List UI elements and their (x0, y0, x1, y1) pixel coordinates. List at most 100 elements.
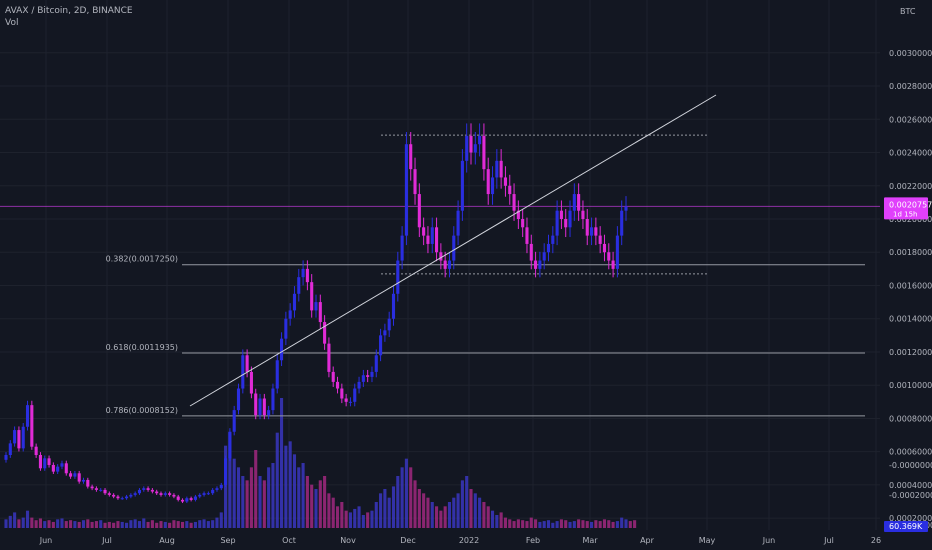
candle-body (495, 160, 499, 178)
candle-body (305, 268, 309, 283)
candle-body (133, 493, 137, 495)
candle-body (555, 210, 559, 236)
candle-body (86, 479, 90, 487)
candle-body (602, 243, 607, 253)
volume-bar (81, 520, 86, 528)
volume-bar (163, 521, 167, 528)
volume-bar (521, 520, 525, 528)
candle-body (482, 135, 486, 170)
candle-body (447, 260, 452, 269)
volume-bar (13, 512, 17, 528)
candle-body (202, 493, 206, 495)
volume-bar (107, 521, 111, 528)
candle-body (340, 388, 344, 399)
last-price-badge (884, 197, 928, 220)
candle-body (267, 410, 271, 416)
volume-bar (314, 489, 318, 528)
candle-body (172, 494, 176, 497)
candle-body (228, 431, 232, 459)
volume-bar (430, 502, 434, 528)
symbol-title[interactable]: AVAX / Bitcoin, 2D, BINANCE (5, 6, 133, 16)
volume-bar (348, 512, 352, 528)
volume-bar (585, 521, 589, 528)
candle-body (611, 260, 615, 269)
volume-bar (193, 521, 197, 528)
volume-bar (112, 522, 116, 528)
volume-bar (133, 519, 137, 528)
volume-bar (447, 502, 452, 528)
x-tick-label: Jun (39, 536, 53, 545)
candle-body (473, 144, 477, 153)
candle-body (366, 375, 370, 377)
volume-bar (228, 432, 232, 528)
countdown-label: 1d 15h (893, 210, 917, 218)
volume-bar (211, 520, 215, 528)
volume-bar (391, 486, 396, 528)
candle-body (357, 381, 361, 389)
candle-body (508, 185, 512, 195)
volume-bar (607, 520, 611, 528)
volume-bar (56, 519, 60, 528)
volume-bar (456, 493, 460, 528)
volume-bar (611, 521, 615, 528)
price-axis[interactable]: 0.0030000 0.0028000 0.0026000 0.0024000 0.00… (39, 7, 932, 545)
volume-bar (594, 520, 598, 528)
candle-body (60, 463, 64, 467)
candle-body (198, 494, 202, 497)
volume-bar (254, 450, 258, 528)
volume-bar (413, 480, 417, 528)
volume-bar (69, 520, 73, 528)
x-tick-label: Feb (526, 536, 540, 545)
volume-bar (387, 497, 391, 528)
volume-bar (202, 519, 206, 528)
y-tick-label: 0.0008000 (889, 414, 932, 423)
candle-body (361, 375, 365, 382)
candle-body (327, 343, 331, 372)
volume-value-badge (884, 521, 928, 532)
candle-body (478, 135, 482, 145)
candle-body (189, 498, 193, 500)
volume-bar (409, 467, 413, 528)
candle-body (69, 473, 73, 477)
volume-bar (150, 520, 154, 528)
candle-body (241, 355, 245, 389)
candle-body (112, 494, 116, 497)
volume-bar (503, 517, 507, 528)
candle-body (404, 144, 408, 236)
volume-bar (262, 480, 266, 528)
volume-bar (30, 517, 34, 528)
candle-body (620, 210, 624, 236)
volume-bar (598, 521, 602, 528)
y-tick-label: 0.0020000 (889, 215, 932, 224)
y-tick-label: 0.0004000 (889, 481, 932, 490)
volume-bar (452, 497, 456, 528)
candle-body (249, 371, 253, 394)
volume-bar (297, 467, 301, 528)
candle-body (56, 466, 60, 472)
y-tick-label: 0.0006000 (889, 448, 932, 457)
volume-bar (318, 480, 322, 528)
candle-body (94, 488, 98, 490)
candle-body (503, 177, 507, 186)
volume-bar (271, 463, 275, 528)
candle-body (99, 489, 103, 491)
volume-bar (499, 512, 503, 528)
volume-bar (366, 512, 370, 528)
candle-body (409, 144, 413, 170)
volume-bar (559, 519, 563, 528)
candle-body (323, 322, 327, 344)
candle-body (215, 488, 219, 490)
volume-label[interactable]: Vol (5, 18, 19, 28)
volume-bar (103, 522, 107, 528)
volume-bar (465, 476, 469, 528)
candle-body (542, 252, 546, 261)
volume-bar (529, 517, 533, 528)
x-tick-label: Nov (340, 536, 356, 545)
volume-bar (327, 493, 331, 528)
candle-body (168, 493, 172, 495)
candle-body (344, 398, 348, 402)
candle-body (129, 494, 133, 497)
y-tick-label: 0.0026000 (889, 115, 932, 124)
